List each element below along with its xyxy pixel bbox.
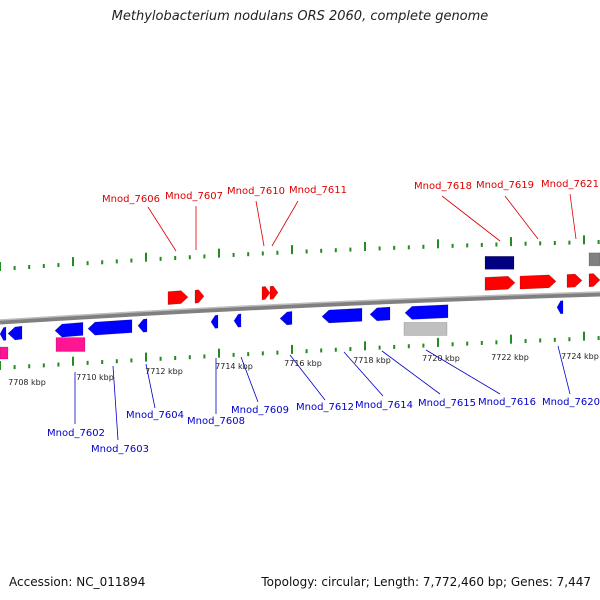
scale-label: 7710 kbp [76,373,114,382]
scale-label: 7722 kbp [491,353,529,362]
rna-gene-box [55,337,86,352]
forward-gene-arrow [269,285,279,300]
scale-label: 7724 kbp [561,352,599,361]
leader-line [289,354,326,401]
leader-line [557,345,571,395]
reverse-gene-label: Mnod_7614 [355,400,413,411]
scale-labels: 7708 kbp 7710 kbp 7712 kbp 7714 kbp 7716 kbp… [8,352,599,387]
backbone-highlight [0,291,600,321]
reverse-gene-arrow [0,326,7,341]
scale-label: 7708 kbp [8,378,46,387]
reverse-gene-arrow [279,311,293,326]
misc-feature-box [484,256,515,270]
leader-line [255,200,265,247]
forward-gene-label: Mnod_7606 [102,194,160,205]
reverse-gene-label: Mnod_7616 [478,397,536,408]
forward-gene-arrow [566,273,583,288]
forward-gene-arrow [261,286,271,301]
forward-gene-label: Mnod_7618 [414,181,472,192]
reverse-gene-label: Mnod_7608 [187,416,245,427]
leader-line [271,200,299,247]
forward-gene-label: Mnod_7610 [227,186,285,197]
reverse-gene-arrow [87,319,133,336]
chromosome-backbone [0,291,600,325]
label-leaders [74,193,577,441]
leader-line [240,356,259,403]
reverse-gene-label: Mnod_7615 [418,398,476,409]
scale-label: 7714 kbp [215,362,253,371]
forward-gene-label: Mnod_7621 [541,179,599,190]
accession-text: Accession: NC_011894 [9,575,146,589]
pseudogene-box [403,322,448,336]
inner-tick-track [0,331,600,370]
reverse-gene-arrow [54,322,84,338]
reverse-gene-arrow [233,313,242,328]
reverse-gene-label: Mnod_7620 [542,397,600,408]
genome-summary-text: Topology: circular; Length: 7,772,460 bp… [261,575,591,589]
page-title: Methylobacterium nodulans ORS 2060, comp… [111,9,489,24]
reverse-gene-label: Mnod_7609 [231,405,289,416]
gene-labels: Mnod_7606 Mnod_7607 Mnod_7610 Mnod_7611 Mnod… [47,179,600,455]
forward-gene-label: Mnod_7607 [165,191,223,202]
leader-line [147,206,177,252]
forward-gene-label: Mnod_7619 [476,180,534,191]
reverse-gene-label: Mnod_7602 [47,428,105,439]
leader-line [425,349,501,395]
leader-line [381,350,441,395]
backbone-line [0,291,600,325]
forward-gene-arrow [519,274,557,290]
leader-line [112,365,119,441]
leader-line [343,351,384,397]
scale-label: 7718 kbp [353,356,391,365]
gene-features [0,252,600,360]
reverse-gene-arrow [369,306,391,322]
reverse-gene-arrow [404,304,449,320]
scale-label: 7712 kbp [145,367,183,376]
forward-gene-arrow [167,290,189,305]
reverse-gene-label: Mnod_7612 [296,402,354,413]
reverse-gene-label: Mnod_7604 [126,410,184,421]
reverse-gene-arrow [210,314,219,329]
misc-feature-box [588,252,600,267]
forward-gene-label: Mnod_7611 [289,185,347,196]
forward-gene-arrow [194,289,205,304]
outer-tick-track [0,235,600,271]
rna-gene-box [0,346,9,360]
reverse-gene-arrow [7,325,23,341]
reverse-gene-label: Mnod_7603 [91,444,149,455]
reverse-gene-arrow [137,318,148,333]
forward-gene-arrow [484,275,516,291]
leader-line [145,363,156,409]
reverse-gene-arrow [321,307,363,324]
reverse-gene-arrow [556,300,564,315]
forward-gene-arrow [588,273,600,288]
leader-line [441,195,501,242]
scale-label: 7716 kbp [284,359,322,368]
leader-line [504,195,539,240]
leader-line [569,193,577,240]
scale-label: 7720 kbp [422,354,460,363]
